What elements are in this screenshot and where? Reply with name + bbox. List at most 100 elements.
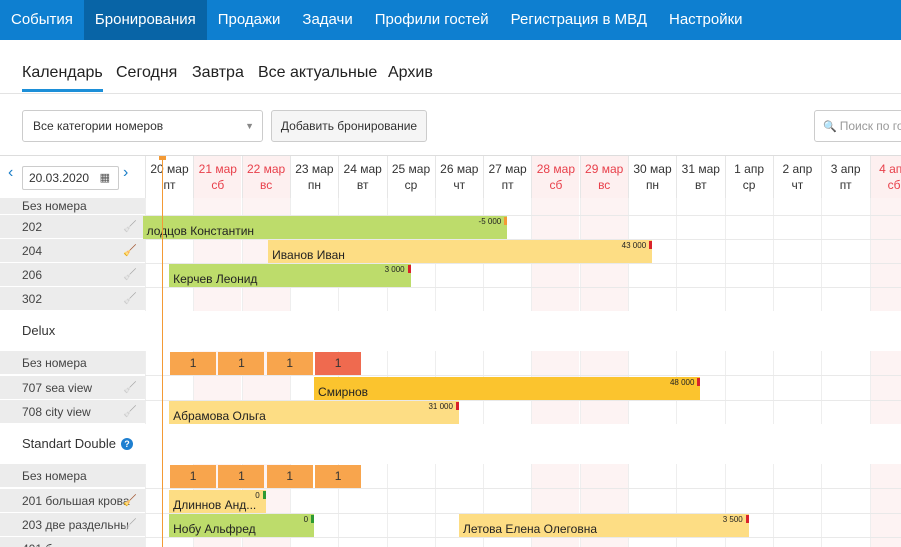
room-row-label[interactable]: 302 🧹 (0, 287, 145, 311)
nav-mvd-registration[interactable]: Регистрация в МВД (510, 11, 647, 28)
day-weekday: вт (356, 178, 369, 192)
next-period-icon[interactable]: › (123, 164, 129, 181)
room-row-label[interactable]: Без номера (0, 351, 145, 375)
day-header[interactable]: 22 мар вс (241, 156, 290, 198)
view-tabs: Календарь Сегодня Завтра Все актуальные … (0, 40, 901, 94)
broom-icon[interactable]: 🧹 (123, 495, 137, 507)
day-header[interactable]: 20 мар пт (145, 156, 193, 198)
payment-status-flag (407, 265, 411, 273)
day-weekday: сб (211, 178, 225, 192)
help-icon[interactable]: ? (120, 438, 133, 450)
day-header[interactable]: 30 мар пн (628, 156, 676, 198)
room-name: 203 две раздельны (22, 518, 129, 532)
day-weekday: чт (791, 178, 804, 192)
unassigned-count-cell[interactable]: 1 (170, 352, 217, 375)
guest-search-input[interactable]: 🔍 Поиск по го (814, 110, 901, 142)
unassigned-count-cell[interactable]: 1 (218, 465, 265, 488)
broom-icon[interactable]: 🧹 (123, 406, 137, 418)
day-header[interactable]: 23 мар пн (289, 156, 338, 198)
unassigned-count-cell[interactable]: 1 (170, 465, 217, 488)
day-header[interactable]: 4 апр сб (869, 156, 901, 198)
broom-icon[interactable]: 🧹 (123, 269, 137, 281)
nav-sales[interactable]: Продажи (217, 11, 281, 28)
day-column (772, 198, 821, 547)
day-header[interactable]: 1 апр ср (724, 156, 773, 198)
booking-bar[interactable]: Иванов Иван 43 000 (268, 240, 653, 263)
day-header[interactable]: 31 мар вт (676, 156, 724, 198)
booking-bar[interactable]: Летова Елена Олеговна 3 500 (458, 514, 749, 537)
tab-calendar[interactable]: Календарь (22, 64, 103, 92)
room-category-header: Standart Double? (0, 424, 901, 464)
room-row-label[interactable]: 707 sea view 🧹 (0, 376, 145, 400)
day-header[interactable]: 2 апр чт (772, 156, 821, 198)
day-column (869, 198, 901, 547)
booking-bar[interactable]: Нобу Альфред 0 (169, 514, 315, 537)
day-header[interactable]: 28 мар сб (531, 156, 580, 198)
day-weekday: пт (163, 178, 176, 192)
day-header[interactable]: 25 мар ср (386, 156, 435, 198)
room-row-label[interactable]: 206 🧹 (0, 263, 145, 287)
day-date: 22 мар (246, 162, 286, 176)
tab-tomorrow[interactable]: Завтра (192, 64, 244, 81)
nav-events[interactable]: События (11, 11, 73, 28)
room-name: 707 sea view (22, 381, 93, 395)
room-name: Без номера (22, 356, 87, 370)
tab-archive[interactable]: Архив (388, 64, 433, 81)
nav-guest-profiles[interactable]: Профили гостей (374, 11, 489, 28)
day-header[interactable]: 29 мар вс (579, 156, 628, 198)
calendar-icon[interactable]: ▦ (99, 172, 110, 184)
day-date: 31 мар (681, 162, 720, 176)
booking-bar[interactable]: лодцов Константин -5 000 (142, 216, 508, 239)
broom-icon[interactable]: 🧹 (123, 221, 137, 233)
day-header[interactable]: 3 апр пт (821, 156, 869, 198)
day-date: 30 мар (633, 162, 672, 176)
add-booking-button[interactable]: Добавить бронирование (271, 110, 427, 142)
broom-icon[interactable]: 🧹 (123, 293, 137, 305)
tab-all-current[interactable]: Все актуальные (258, 64, 378, 81)
room-row-label[interactable]: 708 city view 🧹 (0, 400, 145, 424)
booking-guest-name: Абрамова Ольга (173, 409, 266, 423)
broom-icon[interactable]: 🧹 (123, 245, 137, 257)
day-header[interactable]: 26 мар чт (434, 156, 483, 198)
broom-icon[interactable]: 🧹 (123, 519, 137, 531)
room-category-select[interactable]: Все категории номеров ▼ (22, 110, 263, 142)
day-date: 20 мар (150, 162, 189, 176)
nav-bookings[interactable]: Бронирования (83, 0, 207, 40)
booking-bar[interactable]: Длиннов Анд... 0 (169, 490, 266, 513)
tab-today[interactable]: Сегодня (116, 64, 178, 81)
booking-calendar: ‹ 20.03.2020 ▦ › 20 мар пт 21 мар сб 22 мар в… (0, 155, 901, 547)
start-date-input[interactable]: 20.03.2020 ▦ (22, 166, 119, 190)
nav-tasks[interactable]: Задачи (302, 11, 353, 28)
day-date: 23 мар (295, 162, 334, 176)
unassigned-count-cell[interactable]: 1 (266, 465, 313, 488)
day-header[interactable]: 21 мар сб (193, 156, 242, 198)
day-date: 2 апр (782, 162, 813, 176)
day-date: 27 мар (488, 162, 527, 176)
booking-bar[interactable]: Абрамова Ольга 31 000 (169, 401, 459, 424)
nav-settings[interactable]: Настройки (669, 11, 743, 28)
room-row-label[interactable]: 202 🧹 (0, 215, 145, 239)
booking-amount: 3 500 (722, 515, 743, 524)
day-header[interactable]: 24 мар вт (338, 156, 386, 198)
booking-bar[interactable]: Керчев Леонид 3 000 (169, 264, 411, 287)
unassigned-count-cell[interactable]: 1 (266, 352, 313, 375)
unassigned-count-cell[interactable]: 1 (218, 352, 265, 375)
broom-icon[interactable]: 🧹 (123, 382, 137, 394)
payment-status-flag (745, 515, 749, 523)
room-row-label[interactable]: Без номера (0, 198, 145, 215)
room-row-label[interactable]: 204 🧹 (0, 239, 145, 263)
day-header[interactable]: 27 мар пт (483, 156, 531, 198)
booking-bar[interactable]: Смирнов 48 000 (314, 377, 701, 400)
unassigned-count-cell[interactable]: 1 (315, 352, 362, 375)
today-marker-cap (159, 156, 166, 160)
day-weekday: пн (307, 178, 321, 192)
room-row-label[interactable]: 401 б (0, 537, 145, 547)
room-row-label[interactable]: 203 две раздельны 🧹 (0, 513, 145, 537)
day-weekday: пт (839, 178, 852, 192)
unassigned-count-cell[interactable]: 1 (315, 465, 362, 488)
room-row-label[interactable]: 201 большая крова 🧹 (0, 489, 145, 513)
day-date: 3 апр (830, 162, 861, 176)
prev-period-icon[interactable]: ‹ (8, 164, 14, 181)
room-row-label[interactable]: Без номера (0, 464, 145, 488)
row-divider (145, 239, 901, 240)
